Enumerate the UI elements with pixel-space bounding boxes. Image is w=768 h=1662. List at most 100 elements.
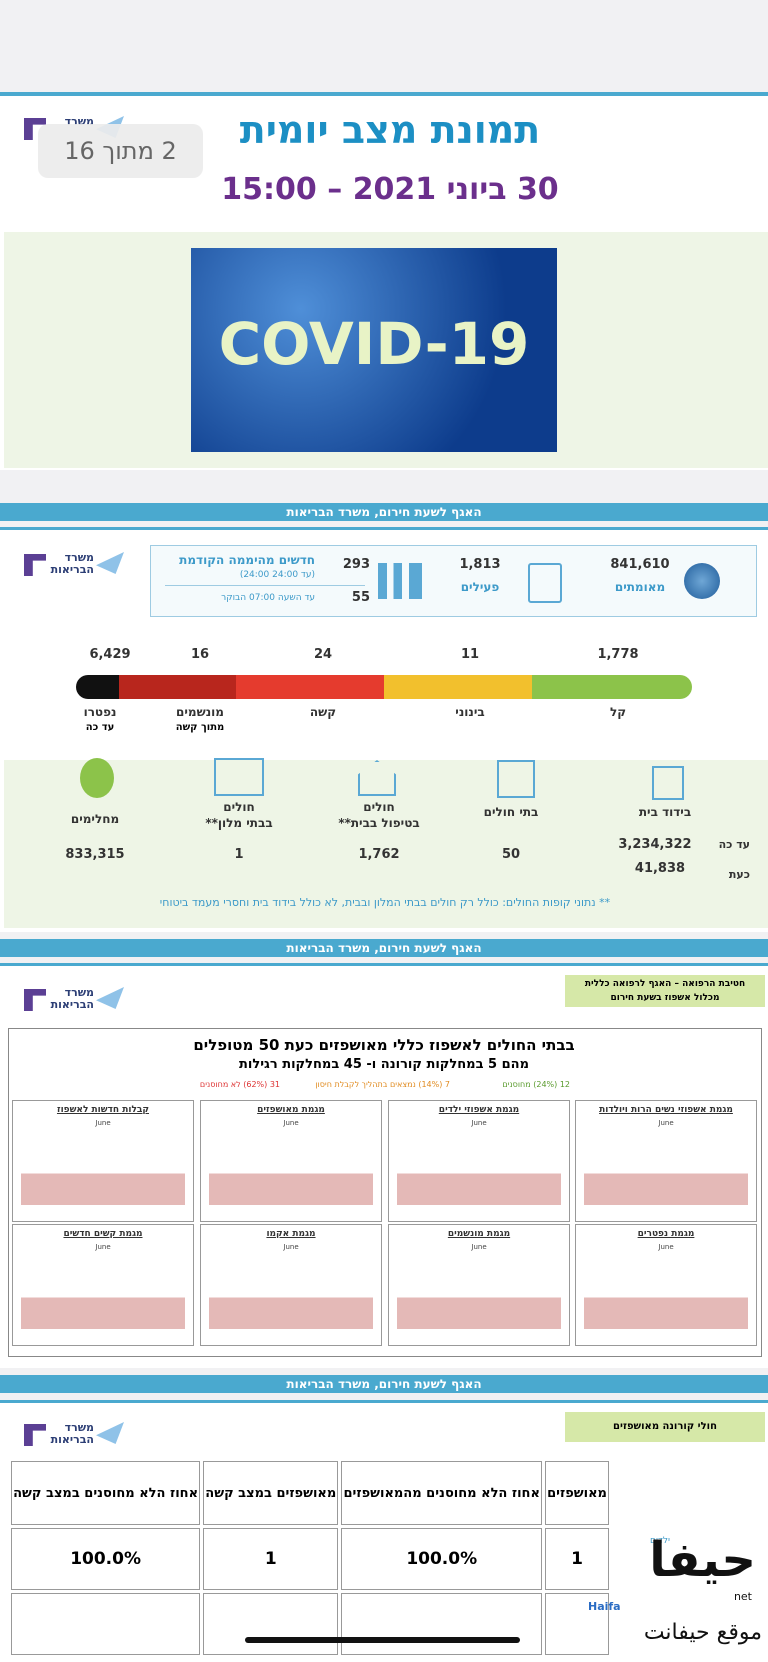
mini-chart-month: June bbox=[283, 1119, 299, 1127]
recovered-icon bbox=[80, 758, 114, 798]
mini-chart: מגמת מאושפזים June bbox=[200, 1100, 382, 1222]
slide bbox=[0, 1400, 768, 1662]
facility-label: בתי חולים bbox=[483, 805, 539, 819]
mini-chart: מגמת נפטרים June bbox=[575, 1224, 757, 1346]
stat-in-process: 7 (14%) נמצאים בתהליך לקבלת חיסון bbox=[315, 1080, 450, 1089]
decoration bbox=[96, 1422, 124, 1444]
cell: 1 bbox=[545, 1528, 609, 1590]
mini-chart: קבלות חדשות לאשפוז June bbox=[12, 1100, 194, 1222]
stat-label: פעילים bbox=[460, 580, 500, 594]
isolation-now: 41,838 bbox=[634, 861, 686, 876]
severity-bar bbox=[76, 675, 692, 699]
header-cell: אחוז הלא מחוסנים מהמאושפזים bbox=[341, 1461, 543, 1525]
slide-date: 30 ביוני 2021 – 15:00 bbox=[221, 172, 559, 207]
severity-value: 24 bbox=[313, 647, 333, 662]
cell bbox=[545, 1593, 609, 1655]
mini-chart-month: June bbox=[658, 1119, 674, 1127]
facility-value: 50 bbox=[501, 847, 521, 862]
severity-label: קל bbox=[609, 705, 627, 719]
severity-label: קשה bbox=[309, 705, 337, 719]
watermark-latin: Haifa bbox=[588, 1600, 621, 1613]
cell: 100.0% bbox=[11, 1528, 201, 1590]
table-row bbox=[11, 1593, 609, 1655]
logo-line: משרד bbox=[64, 551, 94, 564]
mini-chart-area bbox=[584, 1259, 748, 1329]
headline: בבתי החולים לאשפוז כללי מאושפזים כעת 50 … bbox=[193, 1036, 575, 1054]
severity-value: 11 bbox=[460, 647, 480, 662]
mini-chart-month: June bbox=[95, 1243, 111, 1251]
mini-chart-title: מגמת אקמו bbox=[266, 1229, 316, 1239]
note: ** נתוני קופות החולים: כולל רק חולים בבת… bbox=[159, 896, 611, 909]
table-header: מאושפזים אחוז הלא מחוסנים מהמאושפזים מאו… bbox=[11, 1461, 609, 1525]
decoration bbox=[24, 1424, 46, 1446]
facility-value: 1,762 bbox=[358, 847, 400, 862]
mini-chart-title: מגמת אשפוזי ילדים bbox=[438, 1105, 520, 1115]
cell bbox=[341, 1593, 543, 1655]
mini-chart: מגמת קשים חדשים June bbox=[12, 1224, 194, 1346]
mini-chart-month: June bbox=[658, 1243, 674, 1251]
logo-line: משרד bbox=[64, 986, 94, 999]
header-cell: אחוז הלא מחוסנים במצב קשה bbox=[11, 1461, 201, 1525]
severity-sub: מתוך קשה bbox=[175, 722, 225, 733]
new-morning: 55 bbox=[351, 590, 370, 605]
facility-label: מחלימים bbox=[70, 812, 120, 826]
mini-chart-area bbox=[397, 1135, 561, 1205]
cell: 1 bbox=[203, 1528, 339, 1590]
hospital-icon bbox=[497, 760, 535, 798]
stat-vaccinated: 12 (24%) מחוסנים bbox=[502, 1080, 570, 1089]
footer-bar: האגף לשעת חירום, משרד הבריאות bbox=[0, 503, 768, 521]
mini-chart-title: מגמת קשים חדשים bbox=[63, 1229, 143, 1239]
slide-border bbox=[0, 92, 768, 96]
slide-border bbox=[0, 527, 768, 530]
watermark: حيفا Haifa net موقع حيفانت bbox=[580, 1530, 766, 1662]
mini-chart-area bbox=[21, 1259, 185, 1329]
mini-chart-month: June bbox=[95, 1119, 111, 1127]
logo: משרד הבריאות bbox=[20, 550, 130, 584]
stat-unvaccinated: 31 (62%) לא מחוסנים bbox=[199, 1080, 280, 1089]
cell bbox=[203, 1593, 339, 1655]
stats-box bbox=[150, 545, 757, 617]
footer-bar: האגף לשעת חירום, משרד הבריאות bbox=[0, 1375, 768, 1393]
divider bbox=[165, 585, 365, 586]
mini-chart-title: מגמת מונשמים bbox=[447, 1229, 511, 1239]
mini-chart-area bbox=[209, 1135, 373, 1205]
stat-value: 1,813 bbox=[459, 557, 501, 572]
decoration bbox=[24, 989, 46, 1011]
logo-line: הבריאות bbox=[50, 1433, 94, 1446]
watermark-site: موقع حيفانت bbox=[643, 1620, 762, 1645]
mini-chart: מגמת אקמו June bbox=[200, 1224, 382, 1346]
home-icon bbox=[358, 760, 396, 796]
logo-line: הבריאות bbox=[50, 998, 94, 1011]
severity-sub: עד כה bbox=[85, 722, 115, 733]
covid-image: COVID-19 bbox=[191, 248, 557, 452]
facility-value: 1 bbox=[234, 847, 244, 862]
mini-chart: מגמת מונשמים June bbox=[388, 1224, 570, 1346]
severity-label: נפטרו bbox=[83, 705, 117, 719]
tag-line: חטיבת הרפואה – האגף לרפואה כללית bbox=[584, 979, 746, 989]
new-title: חדשים מהיממה הקודמת bbox=[179, 553, 315, 567]
isolation-total-label: עד כה bbox=[718, 838, 750, 851]
image-text: COVID-19 bbox=[218, 310, 530, 378]
severity-value: 6,429 bbox=[89, 647, 131, 662]
header-cell: מאושפזים bbox=[545, 1461, 609, 1525]
chart-icon bbox=[378, 563, 422, 599]
slide-border bbox=[0, 1400, 768, 1403]
stat-label: מאומתים bbox=[614, 580, 666, 594]
mini-chart: מגמת אשפוזי נשים הרות ויולדות June bbox=[575, 1100, 757, 1222]
facility-label: חולים bbox=[363, 800, 395, 814]
chart-frame bbox=[8, 1028, 762, 1357]
footer-bar: האגף לשעת חירום, משרד הבריאות bbox=[0, 939, 768, 957]
row-label: ילדים bbox=[649, 1536, 671, 1546]
severity-label: מונשמים bbox=[176, 705, 224, 719]
mini-chart-title: קבלות חדשות לאשפוז bbox=[56, 1105, 150, 1115]
mini-chart-area bbox=[21, 1135, 185, 1205]
facility-label: בבתי מלון** bbox=[205, 816, 273, 830]
virus-icon bbox=[684, 563, 720, 599]
mini-chart-month: June bbox=[471, 1243, 487, 1251]
isolation-total: 3,234,322 bbox=[618, 837, 692, 852]
new-daily: 293 bbox=[342, 557, 370, 572]
decoration bbox=[24, 554, 46, 576]
slide-border bbox=[0, 963, 768, 966]
